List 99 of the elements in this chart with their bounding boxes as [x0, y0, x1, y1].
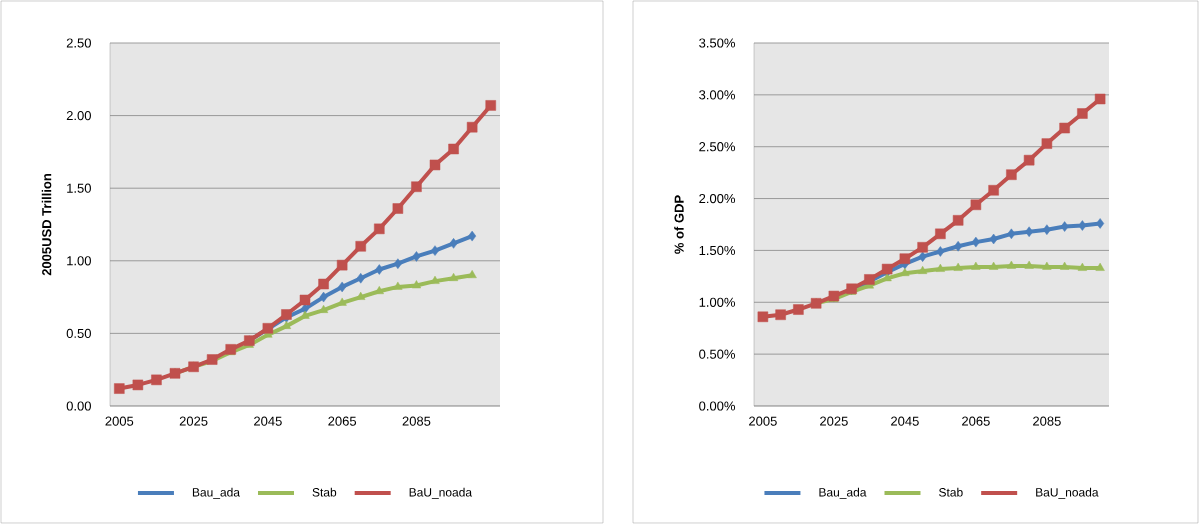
y-tick-label: 1.50 — [67, 183, 91, 193]
x-tick-label: 2045 — [254, 416, 282, 426]
point — [466, 121, 478, 133]
point — [356, 272, 365, 284]
point — [971, 236, 980, 248]
point — [1060, 221, 1069, 232]
x-tick-label: 2005 — [105, 416, 134, 426]
point — [431, 245, 440, 256]
point — [468, 230, 477, 242]
y-axis-title: 2005USD Trillion — [41, 174, 52, 276]
point — [1095, 262, 1105, 271]
point — [954, 241, 963, 252]
point — [935, 228, 946, 240]
y-tick-label: 0.50% — [699, 349, 736, 359]
point — [336, 259, 348, 271]
point — [449, 238, 458, 249]
x-tick-label: 2005 — [749, 416, 777, 426]
point — [1096, 218, 1105, 229]
legend-label: Bau_ada — [819, 487, 867, 499]
x-tick-label: 2025 — [179, 416, 208, 426]
point — [1006, 260, 1016, 269]
point — [989, 233, 998, 245]
x-tick-label: 2085 — [402, 416, 431, 426]
point — [1042, 261, 1052, 270]
point — [132, 379, 144, 391]
point — [318, 278, 329, 290]
point — [1024, 260, 1034, 269]
y-tick-label: 0.50 — [66, 328, 91, 338]
y-tick-label: 1.00% — [699, 297, 736, 307]
point — [936, 246, 945, 257]
point — [299, 294, 311, 306]
legend-label: BaU_noada — [1036, 487, 1099, 499]
point — [412, 251, 421, 262]
point — [918, 251, 927, 262]
y-tick-label: 3.00% — [699, 90, 736, 100]
point — [952, 215, 964, 226]
point — [1077, 108, 1088, 119]
point — [393, 258, 402, 269]
point — [430, 275, 440, 284]
point — [988, 185, 999, 196]
x-tick-label: 2025 — [820, 416, 848, 426]
legend-label: Stab — [312, 487, 337, 497]
point — [775, 309, 786, 320]
point — [448, 143, 459, 155]
point — [319, 291, 328, 303]
x-tick-label: 2045 — [891, 416, 919, 426]
point — [953, 262, 963, 271]
x-tick-label: 2065 — [962, 416, 990, 426]
point — [411, 181, 422, 192]
point — [392, 203, 404, 214]
point — [1023, 154, 1035, 166]
y-axis-title: % of GDP — [674, 195, 684, 254]
point — [1078, 220, 1087, 231]
point — [1042, 224, 1051, 235]
point — [374, 286, 384, 295]
point — [114, 383, 125, 394]
legend-label: Stab — [939, 487, 963, 497]
point — [757, 311, 769, 323]
y-tick-label: 2.50% — [699, 142, 736, 152]
point — [374, 223, 385, 235]
point — [935, 263, 945, 272]
point — [989, 261, 999, 270]
y-tick-label: 2.00 — [66, 110, 91, 121]
point — [338, 281, 347, 293]
point — [319, 304, 329, 313]
point — [393, 281, 403, 290]
point — [970, 199, 982, 211]
y-tick-label: 2.00% — [699, 193, 736, 204]
point — [411, 280, 422, 289]
point — [900, 267, 910, 276]
point — [1094, 93, 1106, 105]
point — [151, 374, 162, 386]
x-tick-label: 2085 — [1033, 416, 1061, 426]
point — [1006, 169, 1017, 180]
point — [467, 270, 477, 279]
x-tick-label: 2065 — [328, 416, 357, 426]
point — [793, 304, 804, 315]
legend-label: BaU_noada — [409, 487, 473, 499]
y-tick-label: 0.00% — [699, 401, 736, 411]
point — [1060, 261, 1070, 270]
point — [449, 272, 459, 281]
point — [917, 242, 928, 253]
legend-label: Bau_ada — [192, 487, 240, 499]
point — [1059, 122, 1070, 134]
y-tick-label: 1.50% — [699, 245, 736, 256]
point — [899, 253, 911, 264]
point — [1007, 228, 1016, 240]
y-tick-label: 0.00 — [66, 401, 91, 411]
point — [355, 241, 366, 252]
point — [375, 264, 384, 275]
y-tick-label: 1.00 — [67, 256, 91, 266]
point — [971, 261, 981, 270]
point — [1077, 262, 1087, 271]
point — [1041, 138, 1053, 149]
point — [918, 265, 928, 274]
point — [485, 100, 496, 111]
y-tick-label: 3.50% — [699, 38, 736, 48]
point — [429, 159, 441, 171]
y-tick-label: 2.50 — [66, 38, 91, 48]
